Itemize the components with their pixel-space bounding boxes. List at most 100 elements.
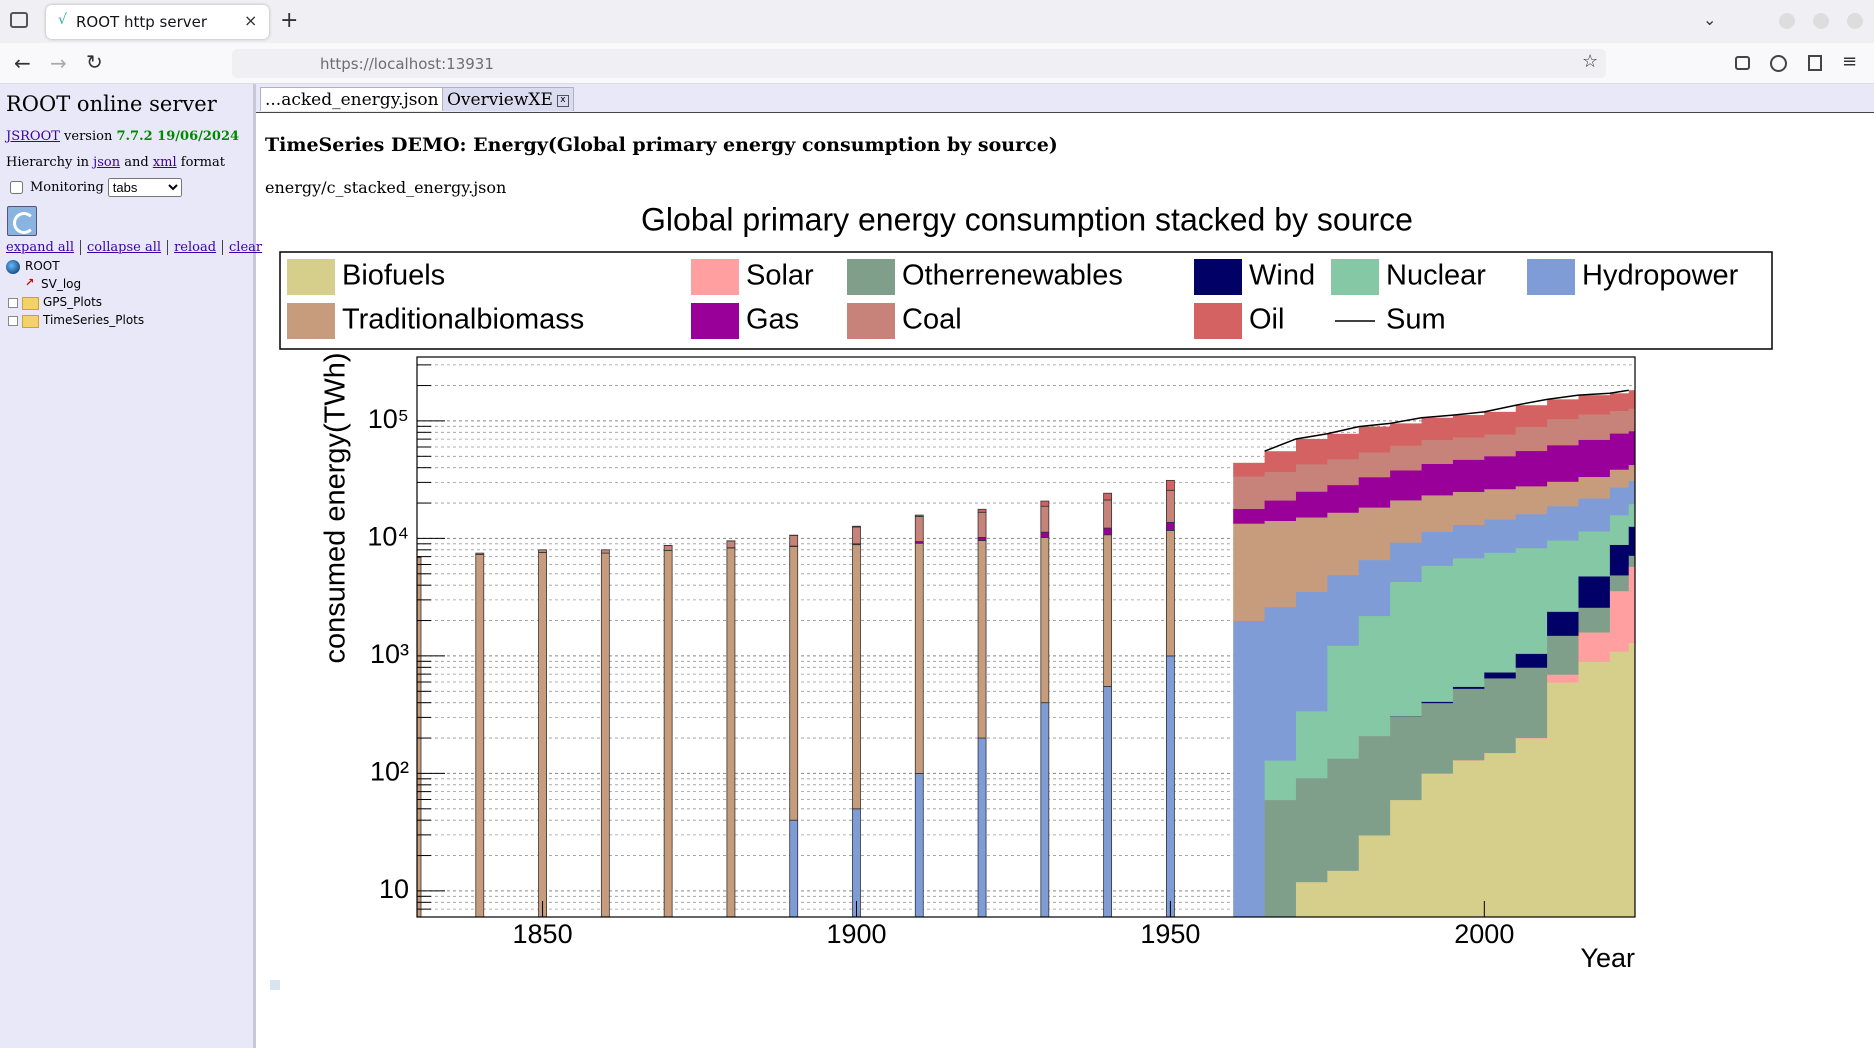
bookmark-star[interactable]: ☆ [1582, 51, 1599, 72]
bar-segment [663, 550, 673, 917]
bar-segment [1452, 557, 1485, 687]
close-button[interactable] [1847, 13, 1863, 29]
bar-segment [914, 514, 924, 517]
bar-segment [1166, 530, 1175, 657]
monitoring-checkbox[interactable] [10, 181, 23, 194]
bar-segment [1040, 537, 1050, 704]
bar-segment [1547, 505, 1580, 541]
bar-segment [1547, 418, 1580, 446]
content-tab[interactable]: OverviewXE x [442, 87, 574, 111]
tree-item[interactable]: GPS_Plots [43, 295, 103, 309]
bar-segment [1166, 655, 1175, 917]
bar-segment [852, 808, 861, 917]
refresh-button[interactable] [7, 206, 37, 236]
bar-segment [1609, 544, 1630, 576]
tab-overflow[interactable]: ⌄ [1703, 10, 1717, 29]
url-text: https://localhost:13931 [320, 55, 494, 73]
bar-segment [1578, 530, 1611, 577]
bar-segment [1233, 620, 1266, 917]
layout-select[interactable]: tabs [107, 178, 182, 197]
bar-segment [1390, 581, 1423, 717]
bar-segment [1421, 494, 1454, 532]
actions: expand all collapse all reload clear [6, 240, 268, 255]
bar-segment [1327, 645, 1360, 759]
json-link[interactable]: json [93, 155, 121, 170]
sidebar: ROOT online server JSROOT version 7.7.2 … [0, 84, 262, 1048]
back-button[interactable]: ← [14, 51, 31, 75]
bar-segment [1515, 513, 1548, 549]
bar-segment [1358, 451, 1391, 478]
account-icon[interactable] [1770, 55, 1787, 72]
forward-button[interactable]: → [50, 51, 67, 75]
tree-item[interactable]: ROOT [25, 259, 60, 273]
folder-icon [22, 315, 39, 328]
bar-segment [1452, 686, 1485, 689]
bar-segment [1452, 688, 1485, 761]
expand-toggle[interactable] [8, 316, 18, 326]
reload-button[interactable]: ↻ [86, 50, 103, 74]
bar-segment [1358, 507, 1391, 561]
bar-segment [1233, 508, 1266, 524]
legend-label: Nuclear [1386, 260, 1486, 292]
bar-segment [977, 508, 987, 513]
bar-segment [1515, 405, 1548, 427]
browser-tab[interactable]: √ ROOT http server × [46, 5, 269, 39]
bar-segment [789, 546, 799, 821]
bar-segment [914, 773, 924, 917]
extensions-icon[interactable] [1808, 55, 1822, 71]
bar-segment [1484, 552, 1517, 673]
bar-segment [1103, 499, 1113, 529]
expand-all[interactable]: expand all [6, 240, 74, 255]
bar-segment [1547, 674, 1580, 683]
tree-item[interactable]: TimeSeries_Plots [43, 313, 145, 327]
root-icon [6, 260, 20, 274]
tree-item[interactable]: SV_log [41, 277, 82, 291]
collapse-all[interactable]: collapse all [80, 240, 167, 255]
bar-segment [1452, 524, 1485, 559]
y-tick-label: 10³ [370, 639, 409, 669]
bar-segment [726, 540, 736, 549]
bar-segment [1040, 531, 1050, 538]
legend-label: Biofuels [342, 260, 445, 292]
pocket-icon[interactable] [1735, 56, 1750, 70]
y-tick-label: 10 [379, 874, 409, 904]
tab-close[interactable]: x [556, 94, 569, 107]
bar-segment [1390, 499, 1423, 543]
minimize-button[interactable] [1779, 13, 1795, 29]
bars [417, 389, 1635, 917]
clear-link[interactable]: clear [222, 240, 268, 255]
legend: Biofuels Solar Otherrenewables Wind Nuclear H… [287, 259, 1739, 339]
new-tab-button[interactable]: + [280, 8, 299, 33]
reload-link[interactable]: reload [167, 240, 222, 255]
bar-segment [1390, 445, 1423, 471]
bar-segment [1515, 667, 1548, 738]
sidebar-title: ROOT online server [6, 92, 217, 116]
xml-link[interactable]: xml [152, 155, 177, 170]
x-axis-title: Year [1580, 943, 1635, 973]
content-tab[interactable]: ...acked_energy.jsonx [260, 87, 460, 111]
url-bar[interactable]: https://localhost:13931 ☆ [232, 49, 1606, 78]
bar-segment [475, 552, 485, 555]
bar-segment [1295, 438, 1328, 465]
bar-segment [1628, 408, 1635, 432]
tab-close[interactable]: × [244, 11, 258, 30]
bar-segment [1166, 489, 1175, 523]
bar-segment [1390, 799, 1423, 917]
expand-toggle[interactable] [8, 298, 18, 308]
bar-segment [1327, 870, 1360, 917]
bar-segment [538, 549, 547, 553]
tab-list-icon[interactable] [10, 12, 28, 28]
histogram-icon: ↗ [25, 276, 35, 289]
maximize-button[interactable] [1813, 13, 1829, 29]
hierarchy-text: and [124, 155, 149, 170]
bar-segment [1358, 834, 1391, 917]
bar-segment [1295, 777, 1328, 883]
menu-button[interactable]: ≡ [1842, 51, 1858, 72]
bar-segment [1421, 701, 1454, 704]
bar-segment [1452, 436, 1485, 460]
jsroot-link[interactable]: JSROOT [6, 129, 60, 144]
bar-segment [1264, 471, 1297, 501]
legend-label: Gas [746, 304, 799, 336]
bar-segment [1628, 480, 1635, 505]
